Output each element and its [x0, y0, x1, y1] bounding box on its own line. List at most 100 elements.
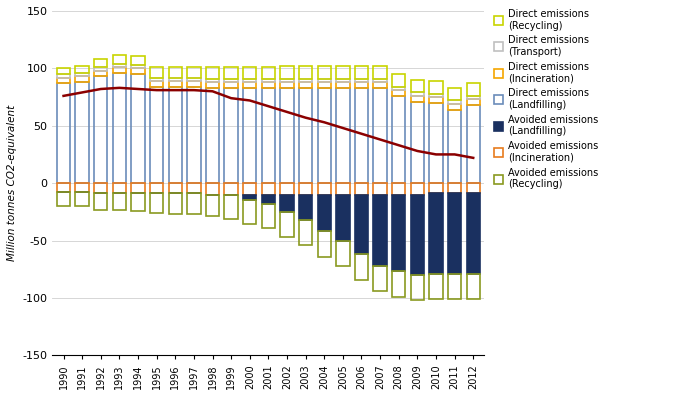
Bar — [392, 194, 406, 272]
Bar — [336, 183, 349, 194]
Bar — [206, 88, 219, 183]
Bar — [374, 82, 387, 88]
Bar — [169, 78, 182, 81]
Bar — [150, 183, 163, 193]
Bar — [243, 67, 257, 79]
Bar — [243, 200, 257, 225]
Bar — [318, 183, 331, 194]
Bar — [392, 183, 406, 194]
Bar — [355, 88, 368, 183]
Y-axis label: Million tonnes CO2-equivalent: Million tonnes CO2-equivalent — [7, 105, 17, 261]
Bar — [429, 93, 443, 97]
Bar — [466, 183, 480, 193]
Bar — [113, 67, 126, 73]
Bar — [318, 82, 331, 88]
Bar — [410, 102, 424, 183]
Bar — [280, 82, 293, 88]
Bar — [188, 78, 201, 81]
Bar — [355, 254, 368, 280]
Bar — [131, 74, 145, 183]
Bar — [169, 183, 182, 193]
Bar — [150, 87, 163, 183]
Bar — [299, 79, 312, 82]
Bar — [374, 66, 387, 79]
Bar — [392, 96, 406, 183]
Bar — [448, 183, 462, 193]
Bar — [188, 193, 201, 214]
Bar — [169, 67, 182, 78]
Bar — [466, 83, 480, 96]
Bar — [243, 183, 257, 194]
Bar — [355, 194, 368, 254]
Bar — [262, 204, 275, 228]
Legend: Direct emissions
(Recycling), Direct emissions
(Transport), Direct emissions
(In: Direct emissions (Recycling), Direct emi… — [493, 9, 599, 189]
Bar — [75, 76, 89, 82]
Bar — [224, 82, 238, 88]
Bar — [392, 87, 406, 90]
Bar — [410, 80, 424, 92]
Bar — [355, 66, 368, 79]
Bar — [280, 183, 293, 194]
Bar — [169, 81, 182, 87]
Bar — [466, 274, 480, 299]
Bar — [318, 79, 331, 82]
Bar — [448, 104, 462, 110]
Bar — [392, 74, 406, 87]
Bar — [299, 82, 312, 88]
Bar — [280, 212, 293, 237]
Bar — [113, 193, 126, 209]
Bar — [94, 67, 107, 70]
Bar — [57, 74, 71, 78]
Bar — [280, 66, 293, 79]
Bar — [448, 101, 462, 104]
Bar — [243, 82, 257, 88]
Bar — [318, 194, 331, 231]
Bar — [113, 183, 126, 193]
Bar — [355, 183, 368, 194]
Bar — [262, 194, 275, 204]
Bar — [262, 79, 275, 82]
Bar — [410, 92, 424, 96]
Bar — [336, 79, 349, 82]
Bar — [262, 82, 275, 88]
Bar — [57, 83, 71, 183]
Bar — [410, 96, 424, 102]
Bar — [188, 87, 201, 183]
Bar — [392, 90, 406, 96]
Bar — [224, 183, 238, 194]
Bar — [94, 193, 107, 209]
Bar — [336, 82, 349, 88]
Bar — [94, 76, 107, 183]
Bar — [57, 183, 71, 192]
Bar — [280, 88, 293, 183]
Bar — [299, 66, 312, 79]
Bar — [224, 88, 238, 183]
Bar — [299, 88, 312, 183]
Bar — [262, 88, 275, 183]
Bar — [75, 192, 89, 206]
Bar — [131, 69, 145, 74]
Bar — [299, 183, 312, 194]
Bar — [374, 88, 387, 183]
Bar — [448, 274, 462, 299]
Bar — [243, 194, 257, 200]
Bar — [410, 275, 424, 300]
Bar — [429, 81, 443, 93]
Bar — [299, 194, 312, 220]
Bar — [466, 96, 480, 99]
Bar — [466, 99, 480, 105]
Bar — [429, 103, 443, 183]
Bar — [113, 55, 126, 64]
Bar — [206, 67, 219, 79]
Bar — [336, 88, 349, 183]
Bar — [131, 193, 145, 211]
Bar — [113, 73, 126, 183]
Bar — [429, 183, 443, 193]
Bar — [75, 82, 89, 183]
Bar — [188, 67, 201, 78]
Bar — [113, 64, 126, 67]
Bar — [392, 272, 406, 297]
Bar — [374, 183, 387, 194]
Bar — [75, 183, 89, 192]
Bar — [374, 266, 387, 291]
